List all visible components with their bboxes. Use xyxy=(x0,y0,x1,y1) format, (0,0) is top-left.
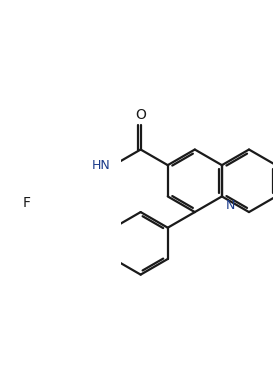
Text: N: N xyxy=(225,199,235,212)
Text: HN: HN xyxy=(91,159,110,172)
Text: F: F xyxy=(22,196,30,210)
Text: O: O xyxy=(135,108,146,122)
